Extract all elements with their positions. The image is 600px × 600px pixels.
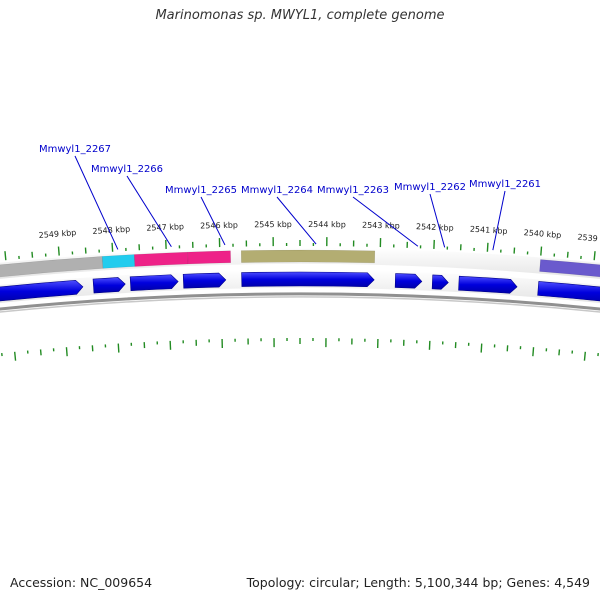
gene-arrow — [537, 281, 600, 302]
major-tick — [540, 246, 543, 256]
leader-line — [200, 196, 226, 246]
gene-label: Mmwyl1_2263 — [317, 185, 389, 196]
tick-label: 2542 kbp — [416, 222, 454, 233]
gene-arrow — [241, 271, 375, 288]
tick-label: 2549 kbp — [38, 228, 76, 240]
gene-label: Mmwyl1_2261 — [469, 179, 541, 190]
category-block — [539, 259, 600, 278]
inner-major-tick — [65, 347, 68, 357]
inner-major-tick — [480, 343, 483, 353]
category-track — [0, 249, 600, 278]
major-tick — [111, 242, 114, 252]
category-block — [101, 254, 136, 269]
major-tick — [486, 242, 489, 252]
backbone-line — [0, 292, 600, 311]
leader-line — [492, 190, 506, 251]
tick-label: 2540 kbp — [523, 228, 561, 240]
tick-label: 2544 kbp — [308, 220, 346, 229]
tick-label: 2548 kbp — [92, 225, 130, 236]
backbone-shadow — [0, 296, 600, 313]
gene-label: Mmwyl1_2266 — [91, 164, 163, 175]
major-tick — [4, 251, 7, 261]
gene-arrow — [129, 274, 179, 292]
major-tick — [57, 246, 60, 256]
inner-major-tick — [117, 343, 120, 353]
major-tick — [593, 251, 596, 261]
gene-label: Mmwyl1_2262 — [394, 182, 466, 193]
category-block — [187, 250, 231, 265]
inner-minor-tick — [558, 349, 561, 356]
minor-tick — [31, 251, 34, 258]
genome-backbone — [0, 292, 600, 313]
inner-major-tick — [532, 347, 535, 357]
category-block — [240, 249, 376, 264]
tick-label: 2539 kbp — [577, 233, 600, 246]
gene-arrow — [92, 277, 126, 294]
tick-label: 2543 kbp — [362, 221, 400, 231]
tick-labels: 2549 kbp 2548 kbp 2547 kbp 2546 kbp 2545 kbp… — [38, 220, 600, 245]
outer-tick-ring — [4, 237, 596, 261]
tick-label: 2545 kbp — [254, 220, 292, 229]
category-block — [0, 256, 104, 278]
tick-label: 2541 kbp — [470, 225, 508, 236]
gene-track — [0, 271, 600, 302]
minor-tick — [566, 251, 569, 258]
inner-tick-ring — [1, 338, 599, 361]
leader-line — [126, 175, 172, 247]
category-block — [133, 251, 189, 267]
leader-line — [276, 196, 317, 245]
leader-line — [352, 196, 419, 247]
inner-major-tick — [583, 351, 587, 361]
gene-label: Mmwyl1_2264 — [241, 185, 313, 196]
gene-arrow — [431, 274, 449, 290]
genome-summary-text: Topology: circular; Length: 5,100,344 bp… — [246, 575, 590, 590]
gene-arrow — [182, 272, 227, 289]
leader-line — [429, 193, 446, 248]
inner-major-tick — [13, 351, 17, 361]
map-title: Marinomonas sp. MWYL1, complete genome — [155, 8, 445, 23]
leader-line — [74, 155, 119, 250]
gene-arrow — [0, 280, 84, 302]
accession-text: Accession: NC_009654 — [10, 575, 153, 590]
gene-arrow — [458, 275, 518, 294]
inner-minor-tick — [39, 349, 42, 356]
gene-label: Mmwyl1_2265 — [165, 185, 237, 196]
gene-arrow — [394, 273, 423, 289]
gene-label: Mmwyl1_2267 — [39, 144, 111, 155]
tick-label: 2546 kbp — [200, 221, 238, 231]
label-leader-lines — [74, 155, 506, 251]
tick-label: 2547 kbp — [146, 222, 184, 233]
